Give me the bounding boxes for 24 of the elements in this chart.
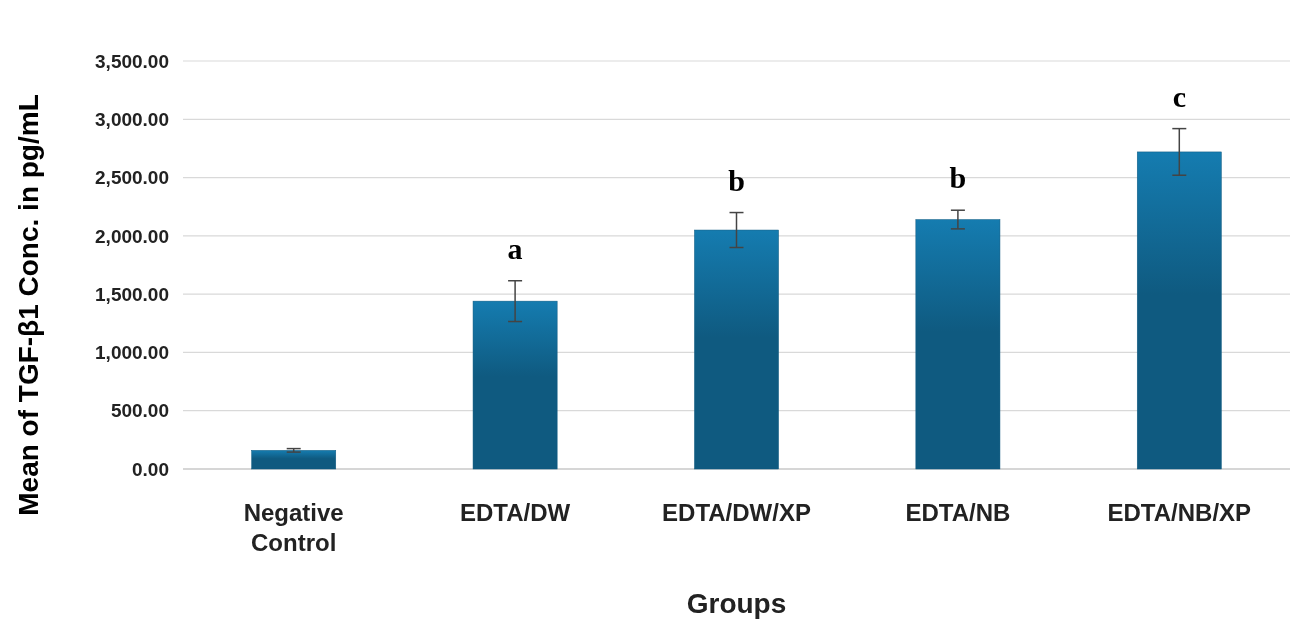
bar	[1136, 151, 1222, 470]
annotation: c	[1172, 79, 1186, 113]
y-tick-label: 500.00	[110, 400, 169, 422]
bar	[472, 300, 558, 470]
annotation: b	[949, 161, 967, 195]
y-tick-label: 0.00	[132, 458, 169, 480]
x-tick-label: Negative Control	[243, 499, 344, 556]
x-tick-label: EDTA/NB/XP	[1107, 499, 1252, 526]
y-tick-label: 3,500.00	[95, 50, 169, 72]
bar	[694, 229, 779, 470]
y-tick-label: 1,500.00	[95, 283, 169, 305]
x-axis-title: Groups	[686, 588, 787, 619]
annotation: b	[728, 163, 745, 197]
y-axis-title: Mean of TGF-β1 Conc. in pg/mL	[13, 94, 44, 516]
x-tick-label: EDTA/NB	[905, 499, 1011, 526]
y-tick-label: 2,000.00	[95, 225, 169, 247]
y-tick-label: 1,000.00	[95, 342, 169, 364]
x-tick-label: EDTA/DW/XP	[662, 499, 811, 526]
y-tick-label: 3,000.00	[95, 108, 169, 130]
x-tick-label: EDTA/DW	[460, 499, 571, 526]
bar	[915, 219, 1001, 470]
annotation: a	[507, 231, 523, 265]
bar	[251, 450, 337, 470]
y-tick-label: 2,500.00	[95, 167, 169, 189]
